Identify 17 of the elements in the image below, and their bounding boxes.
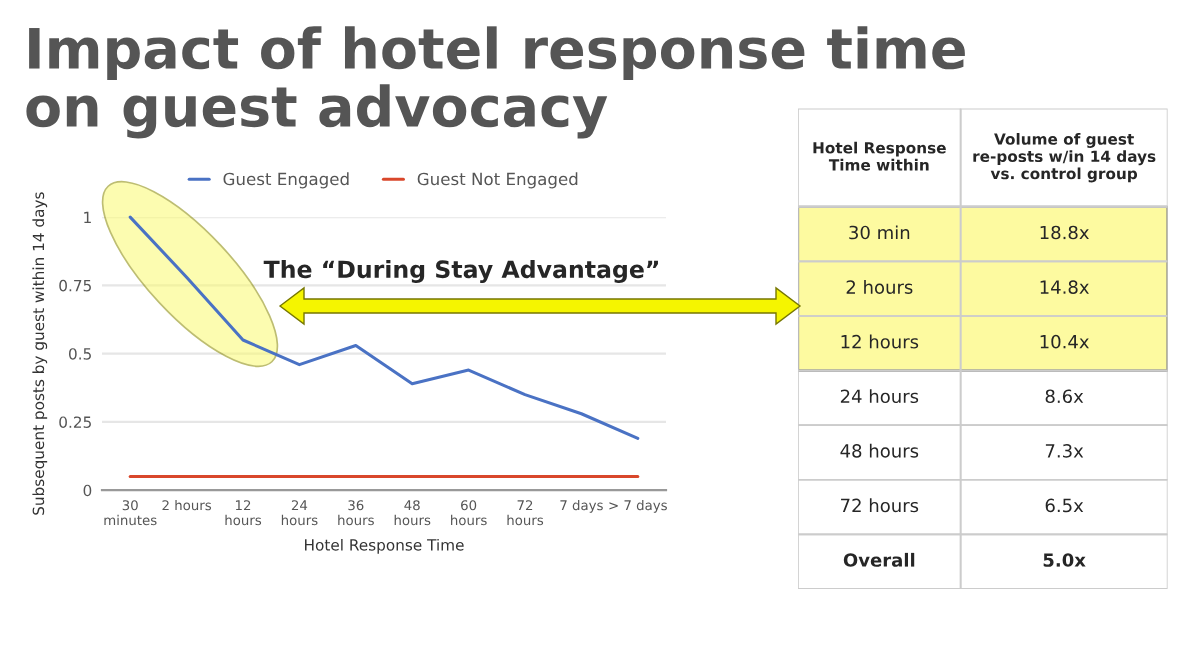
text: 5.0x [1043, 553, 1086, 567]
legend-label: Guest Not Engaged [417, 172, 578, 189]
text: 48 hours [840, 443, 919, 458]
text: 8.6x [1045, 389, 1084, 404]
text: Overall [843, 552, 915, 567]
text: 10.4x [1040, 334, 1089, 349]
text: 6.5x [1045, 498, 1084, 513]
legend-label: Guest Engaged [223, 172, 349, 189]
annotation: The “During Stay Advantage” [263, 259, 658, 283]
text: 7.3x [1045, 444, 1084, 458]
text: 12 hours [841, 334, 919, 349]
text: 24 hours [840, 389, 919, 404]
text: 30 min [849, 225, 910, 240]
text: 18.8x [1040, 225, 1089, 240]
text: 14.8x [1040, 280, 1089, 294]
text: 2 hours [846, 279, 913, 294]
chart-title: Impact of hotel response time on guest advocacy [26, 26, 965, 139]
